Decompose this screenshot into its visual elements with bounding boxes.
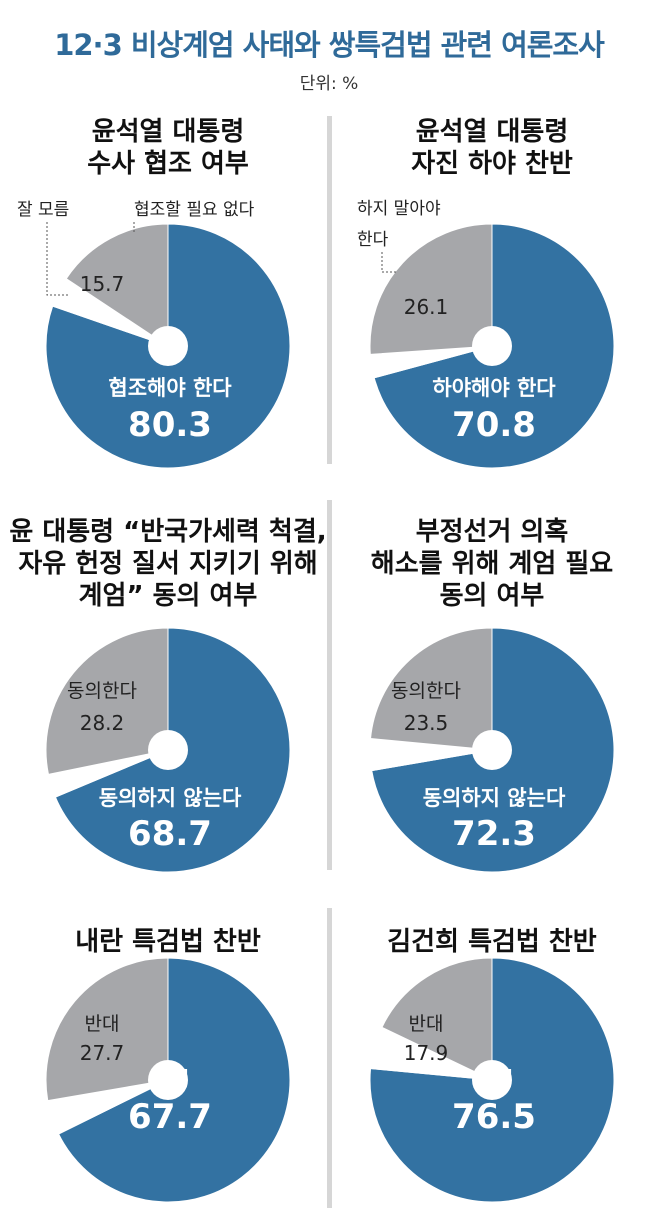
callout-label: 잘 모름 [17,200,69,220]
pie-hole [472,326,512,366]
chart-title: 계엄” 동의 여부 [79,581,258,611]
slice-label: 동의하지 않는다 [423,786,566,810]
slice-value: 72.3 [452,814,536,854]
pie-slice [65,223,169,347]
chart-title: 부정선거 의혹 [416,517,569,547]
chart-title: 자유 헌정 질서 지키기 위해 [18,549,317,579]
slice-value: 23.5 [404,711,449,735]
pie-hole [148,326,188,366]
chart-title: 윤석열 대통령 [92,117,245,147]
chart-title: 윤석열 대통령 [416,117,569,147]
pie-slice [369,223,493,355]
slice-value: 67.7 [128,1097,212,1137]
callout-label: 협조할 필요 없다 [134,200,255,220]
callout-label: 하지 말아야 [357,199,441,219]
chart-title: 김건희 특검법 찬반 [387,927,597,957]
chart-title: 수사 협조 여부 [87,149,249,179]
slice-label: 찬성 [475,1068,514,1092]
slice-label: 반대 [409,1013,444,1035]
pie-hole [148,730,188,770]
chart-title: 윤 대통령 “반국가세력 척결, [9,517,326,547]
pie-slice [381,957,493,1081]
slice-label: 동의한다 [67,680,137,702]
slice-value: 26.1 [404,295,449,319]
pie-hole [472,1060,512,1100]
slice-value: 17.9 [404,1041,449,1065]
slice-value: 15.7 [80,272,125,296]
chart-title: 동의 여부 [440,581,545,611]
slice-value: 80.3 [128,405,212,445]
pie-hole [148,1060,188,1100]
slice-value: 70.8 [452,405,536,445]
pie-hole [472,730,512,770]
callout-line [381,252,397,273]
slice-label: 동의하지 않는다 [99,786,242,810]
slice-value: 76.5 [452,1097,536,1137]
main-title: 12·3 비상계엄 사태와 쌍특검법 관련 여론조사 [54,28,605,62]
slice-value: 68.7 [128,814,212,854]
callout-line [46,222,68,296]
slice-label: 동의한다 [391,680,461,702]
column-divider [327,908,332,1208]
chart-title: 내란 특검법 찬반 [75,927,261,957]
pie-slice [45,627,169,775]
pie-slice [45,957,169,1102]
slice-value: 27.7 [80,1041,125,1065]
unit-label: 단위: % [299,74,359,94]
column-divider [327,116,332,464]
slice-label: 협조해야 한다 [108,376,232,400]
pie-slice [369,627,493,751]
chart-title: 해소를 위해 계엄 필요 [371,549,614,579]
slice-label: 하야해야 한다 [432,376,556,400]
slice-value: 28.2 [80,711,125,735]
slice-label: 찬성 [151,1068,190,1092]
slice-label: 반대 [85,1013,120,1035]
callout-label: 한다 [357,230,389,250]
column-divider [327,500,332,870]
chart-title: 자진 하야 찬반 [411,149,573,179]
